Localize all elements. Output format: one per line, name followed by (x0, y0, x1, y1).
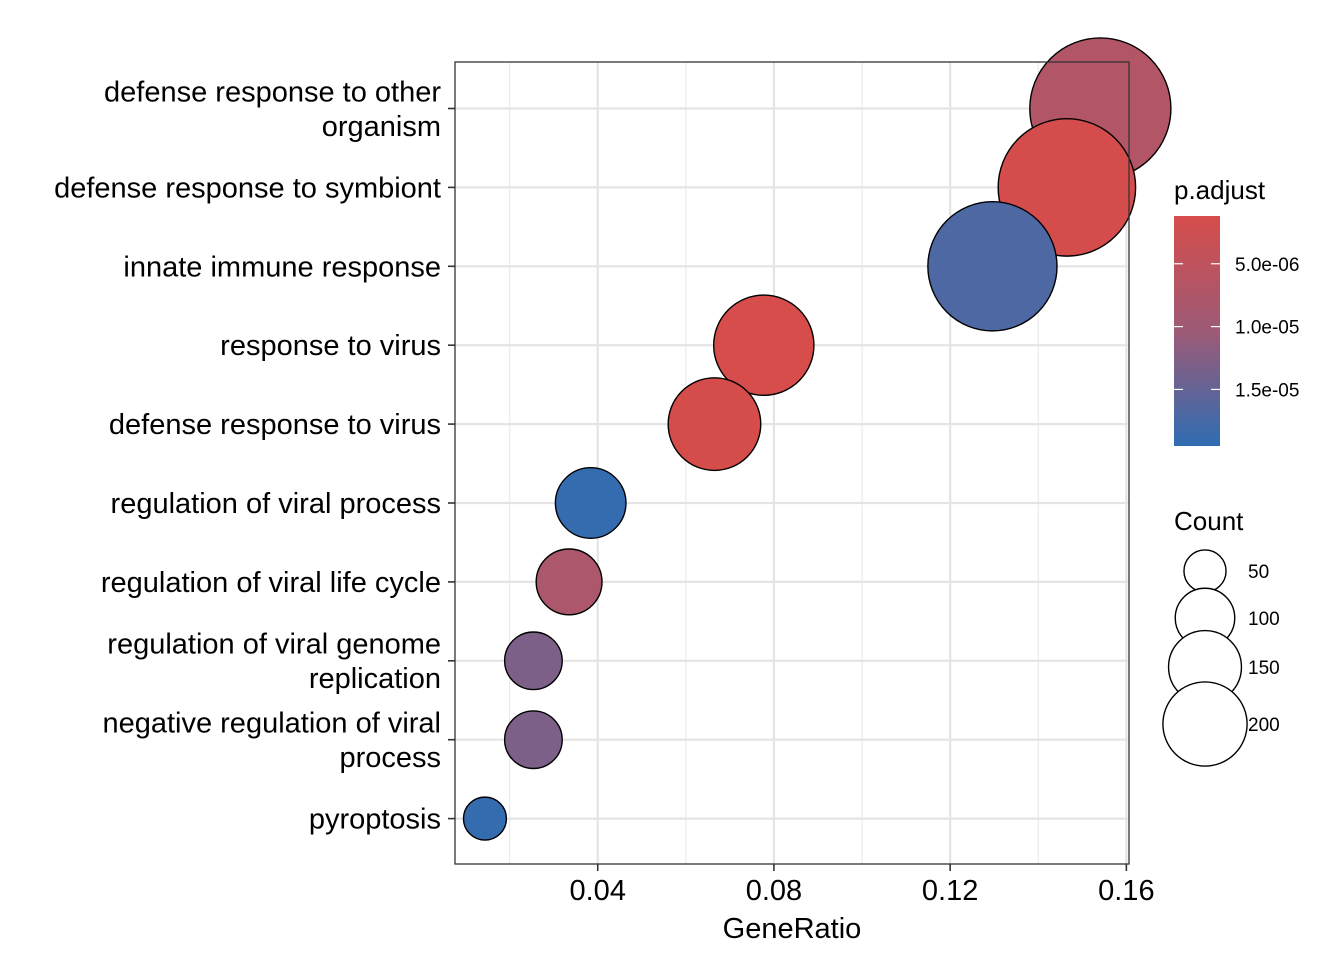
y-tick-label: defense response to virus (109, 409, 441, 441)
data-point (535, 548, 603, 616)
count-legend-title: Count (1174, 506, 1244, 536)
y-tick-label: defense response to other organism (104, 76, 441, 143)
x-tick-label: 0.08 (746, 875, 802, 907)
y-tick-label: regulation of viral genome replication (107, 629, 441, 696)
data-point (554, 467, 627, 539)
y-axis: defense response to other organism defense… (54, 76, 455, 836)
data-point (927, 201, 1058, 332)
y-tick-label: pyroptosis (309, 804, 441, 836)
colorbar-tick-label: 5.0e-06 (1235, 255, 1299, 276)
x-tick-label: 0.16 (1098, 875, 1154, 907)
data-point (503, 631, 563, 691)
count-legend-keys: 50 100 150 200 (1162, 549, 1280, 767)
y-tick-label: defense response to symbiont (54, 172, 441, 204)
colorbar-tick-label: 1.0e-05 (1235, 318, 1299, 339)
data-points (462, 37, 1172, 841)
count-legend-key (1183, 549, 1227, 593)
x-tick-label: 0.04 (570, 875, 626, 907)
y-tick-label: response to virus (220, 330, 441, 362)
x-axis: 0.04 0.08 0.12 0.16 (570, 864, 1155, 907)
data-point (712, 294, 815, 397)
data-point (667, 377, 762, 472)
y-tick-label: regulation of viral process (111, 488, 441, 520)
x-axis-title: GeneRatio (723, 913, 862, 945)
y-tick-label: innate immune response (123, 251, 441, 283)
y-tick-label: regulation of viral life cycle (101, 567, 441, 599)
count-legend: Count 50 100 150 200 (1162, 506, 1280, 767)
count-legend-label: 200 (1248, 715, 1280, 736)
count-legend-label: 50 (1248, 562, 1269, 583)
y-tick-label: negative regulation of viral process (102, 707, 441, 774)
x-tick-label: 0.12 (922, 875, 978, 907)
panel-border (454, 61, 1130, 865)
count-legend-label: 150 (1248, 658, 1280, 679)
p-adjust-colorbar (1174, 216, 1220, 446)
p-adjust-legend-title: p.adjust (1174, 175, 1266, 205)
data-point (462, 796, 508, 841)
data-point (503, 710, 563, 770)
colorbar-ticks: 5.0e-06 1.0e-05 1.5e-05 (1174, 255, 1299, 401)
count-legend-label: 100 (1248, 609, 1280, 630)
p-adjust-legend: p.adjust 5.0e-06 1.0e-05 1.5e-05 (1174, 175, 1299, 446)
colorbar-tick-label: 1.5e-05 (1235, 380, 1299, 401)
count-legend-key (1162, 681, 1248, 767)
